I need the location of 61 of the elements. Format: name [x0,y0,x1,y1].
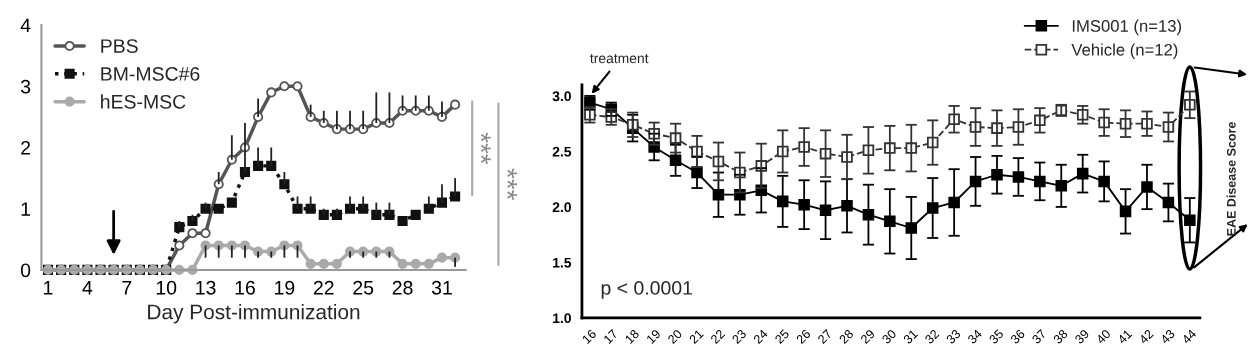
legend-label: PBS [101,39,138,53]
x-tick-label: 43 [1159,328,1176,345]
x-tick-label: 25 [774,328,790,345]
x-tick-label: 13 [196,280,216,295]
x-tick-label: 31 [902,328,919,345]
x-tick-label: 22 [313,280,334,295]
y-tick-label: 2 [21,140,31,155]
x-tick-label: 21 [688,328,704,345]
x-axis-title: Day Post-immunization [148,304,360,324]
annotation: treatment [590,54,649,64]
text: *** [507,168,517,201]
x-tick-label: 39 [1074,328,1090,345]
legend-label: hES-MSC [101,94,186,109]
y-tick-label: 2.5 [552,146,572,157]
x-tick-label: 25 [353,280,374,295]
legend-label: BM-MSC#6 [101,67,200,81]
legend-label: IMS001 (n=13) [1072,19,1182,36]
x-tick-label: 18 [624,328,640,344]
y-tick-label: 3 [20,79,31,94]
x-tick-label: 44 [1181,328,1197,345]
x-tick-label: 23 [731,328,747,345]
y-tick-label: 3.0 [552,91,571,102]
text: *** [480,132,491,165]
x-tick-label: 32 [924,329,940,345]
x-tick-label: 38 [1052,328,1069,345]
x-tick-label: 30 [881,328,897,345]
x-tick-label: 34 [967,328,983,345]
x-tick-label: 16 [581,328,597,344]
x-tick-label: 16 [235,280,255,295]
x-tick-label: 42 [1138,329,1154,345]
x-tick-label: 1 [44,281,53,295]
x-tick-label: 28 [838,328,854,345]
x-tick-label: 37 [1031,329,1047,345]
x-tick-label: 28 [392,280,413,295]
x-tick-label: 33 [945,328,962,345]
x-tick-label: 20 [667,328,683,345]
x-tick-label: 19 [275,280,295,295]
y-tick-label: 0 [20,263,31,278]
y-tick-label: 2.0 [552,202,571,213]
x-tick-label: 40 [1095,328,1112,345]
x-tick-label: 24 [752,328,769,345]
y-tick-label: 1.5 [553,257,572,268]
x-tick-label: 36 [1009,328,1026,345]
x-tick-label: 35 [988,328,1004,345]
x-tick-label: 4 [82,281,93,295]
x-tick-label: 7 [122,281,132,295]
x-tick-label: 10 [156,280,177,295]
y-tick-label: 1 [21,202,31,216]
y-axis-title: EAE Disease Score [1226,122,1236,236]
x-tick-label: 41 [1117,329,1133,345]
y-tick-label: 4 [20,18,31,33]
x-tick-label: 17 [603,329,619,344]
x-tick-label: 27 [817,329,833,345]
y-tick-label: 1.0 [553,313,571,324]
x-tick-label: 22 [710,329,726,345]
annotation: p < 0.0001 [601,281,692,299]
x-tick-label: 26 [795,328,812,345]
x-tick-label: 29 [860,328,876,345]
x-tick-label: 31 [431,280,452,295]
legend-label: Vehicle (n=12) [1071,43,1178,59]
x-tick-label: 19 [646,328,662,344]
